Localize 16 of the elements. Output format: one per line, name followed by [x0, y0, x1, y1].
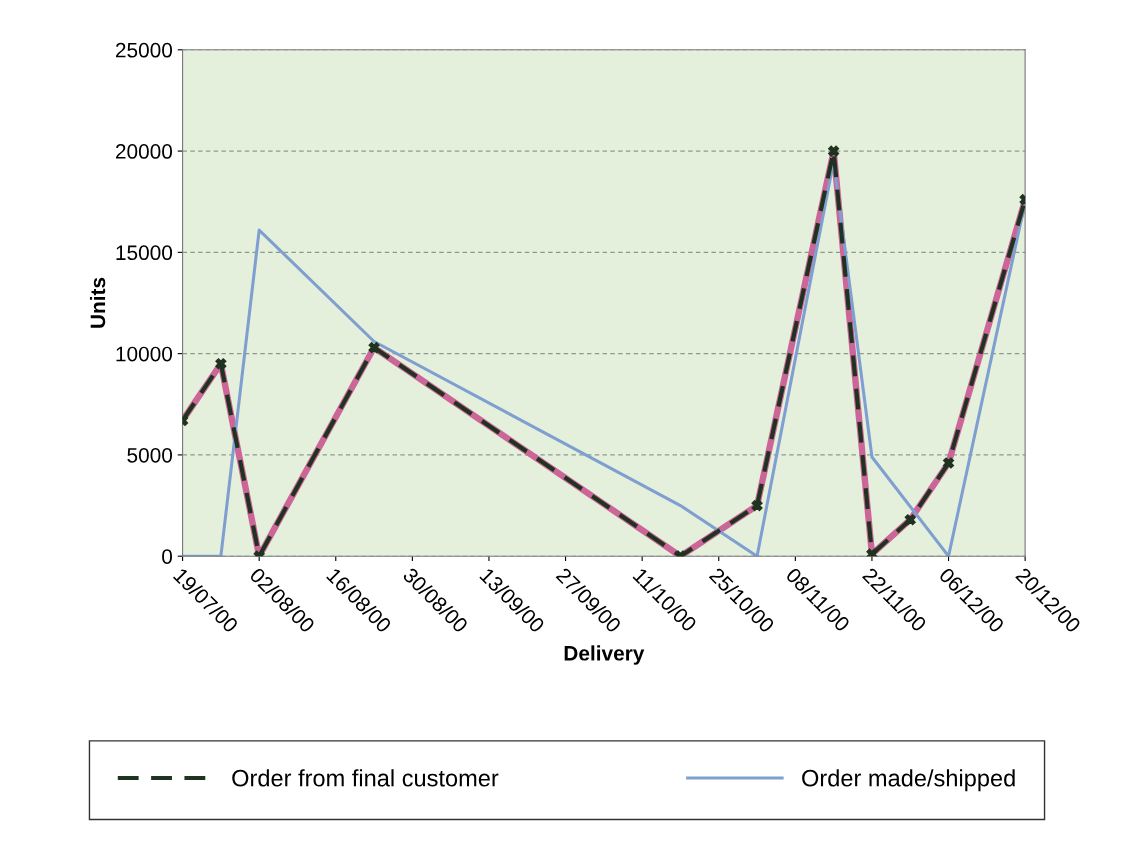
y-tick-label: 0 — [162, 549, 173, 564]
y-axis-title: Units — [89, 277, 106, 328]
y-tick-label: 20000 — [115, 144, 173, 159]
legend-label: Order made/shipped — [802, 769, 1015, 792]
point — [828, 145, 840, 157]
x-axis-title: Delivery — [564, 645, 645, 665]
point — [751, 499, 763, 512]
y-tick-label: 5000 — [127, 447, 173, 463]
y-tick-label: 15000 — [116, 245, 173, 261]
point — [368, 342, 380, 354]
legend-label: Order from final customer — [232, 769, 499, 787]
y-tick-label: 25000 — [115, 42, 173, 58]
point — [215, 358, 227, 370]
y-tick-label: 10000 — [116, 346, 173, 362]
point — [904, 514, 916, 526]
point — [866, 548, 878, 557]
